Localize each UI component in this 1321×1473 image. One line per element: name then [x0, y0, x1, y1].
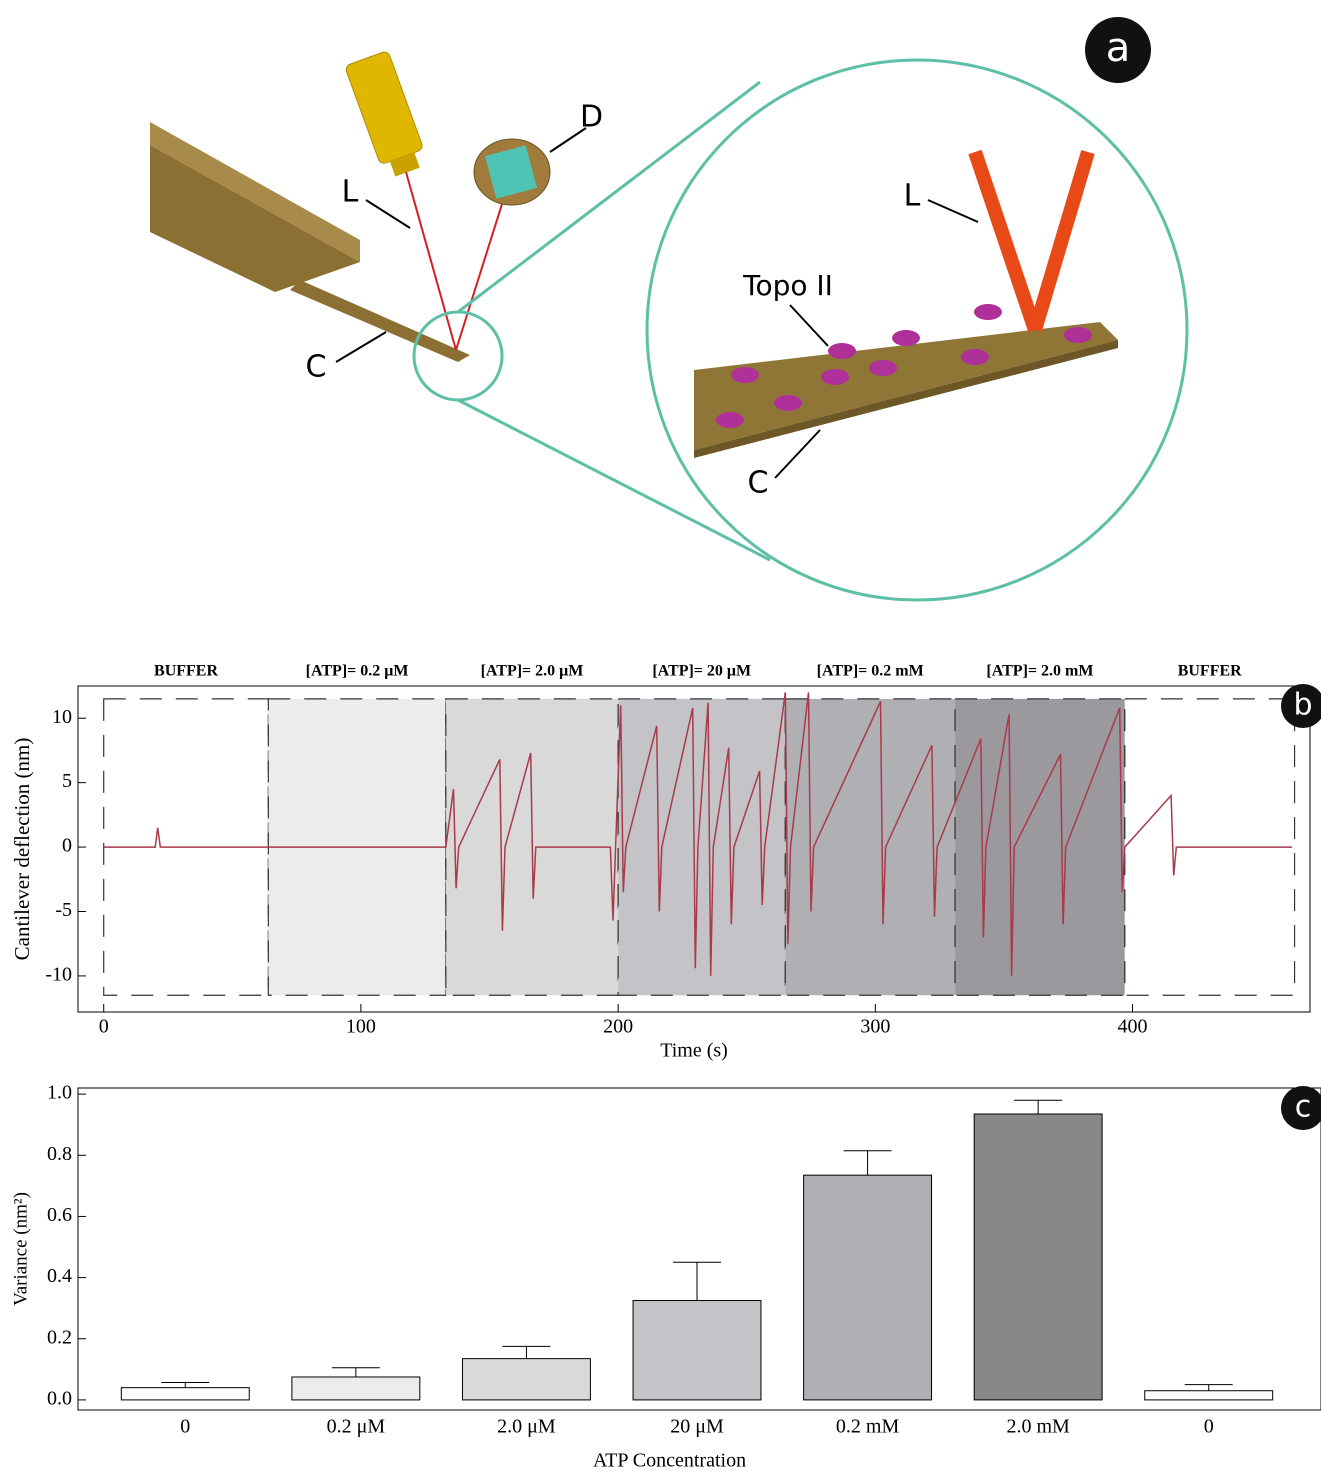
bar	[120, 1387, 250, 1401]
zoom-beam	[968, 149, 1042, 333]
panel-badge	[1281, 1086, 1321, 1130]
x-axis-title: ATP Concentration	[593, 1450, 746, 1472]
y-tick-label: 1.0	[47, 1082, 72, 1104]
region-label: [ATP]= 20 μM	[652, 663, 751, 680]
y-axis-title: Cantilever deflection (nm)	[10, 738, 34, 961]
bar	[1144, 1390, 1274, 1401]
zoom-cantilever	[694, 322, 1118, 450]
x-tick-label: 0.2 mM	[836, 1416, 900, 1438]
panel-label: b	[1293, 688, 1312, 723]
y-tick-label: 0.8	[47, 1143, 72, 1165]
zoom-line	[457, 80, 761, 314]
region-label: [ATP]= 0.2 μM	[306, 663, 409, 680]
region-label: [ATP]= 2.0 μM	[481, 663, 584, 680]
x-tick-label: 2.0 mM	[1006, 1416, 1070, 1438]
region-label: [ATP]= 0.2 mM	[817, 663, 924, 680]
arrow	[927, 199, 979, 223]
laser	[345, 51, 423, 177]
region-label: BUFFER	[154, 663, 218, 680]
y-tick-label: 0.2	[47, 1326, 72, 1348]
y-tick-label: 10	[52, 706, 72, 728]
zoom-beam	[1028, 150, 1095, 332]
y-tick-label: -5	[55, 899, 72, 921]
y-tick-label: 0.4	[47, 1265, 72, 1287]
zoom-line	[457, 398, 771, 562]
label: L	[342, 175, 359, 210]
panel-label: a	[1106, 25, 1131, 71]
plot-frame	[77, 685, 1311, 1013]
y-axis-title: Variance (nm²)	[10, 1192, 31, 1306]
x-axis-title: Time (s)	[660, 1040, 728, 1062]
panel-badge	[1281, 684, 1321, 728]
arrow	[549, 127, 587, 153]
x-tick-label: 0	[1204, 1416, 1214, 1438]
laser-beam	[455, 184, 509, 351]
holder-top	[150, 122, 360, 262]
zoom-circle	[645, 58, 1189, 602]
proteins	[716, 304, 1092, 428]
bar	[973, 1113, 1103, 1401]
trace	[103, 692, 1292, 976]
label: L	[904, 179, 921, 214]
cantilever	[290, 280, 470, 362]
label: C	[748, 466, 769, 501]
x-tick-label: 0.2 μM	[327, 1416, 386, 1438]
panel-badge	[1085, 17, 1151, 83]
x-tick-label: 0	[180, 1416, 190, 1438]
region	[954, 698, 1126, 996]
arrow	[789, 304, 829, 347]
panel-label: c	[1295, 1090, 1312, 1125]
region	[617, 698, 786, 996]
x-tick-label: 200	[603, 1016, 633, 1038]
x-tick-label: 300	[860, 1016, 890, 1038]
x-tick-label: 20 μM	[670, 1416, 724, 1438]
laser-beam	[405, 171, 457, 351]
holder-side	[150, 145, 360, 292]
label: D	[580, 100, 603, 135]
label: Topo II	[742, 269, 833, 302]
region-label: BUFFER	[1178, 663, 1242, 680]
detector-face	[485, 145, 537, 199]
arrow	[335, 331, 387, 363]
label: C	[306, 350, 327, 385]
y-tick-label: 0	[62, 835, 72, 857]
x-tick-label: 400	[1118, 1016, 1148, 1038]
region-label: [ATP]= 2.0 mM	[986, 663, 1093, 680]
arrow	[774, 429, 821, 479]
diagram: a L D C Topo II L C	[150, 17, 1189, 602]
y-tick-label: -10	[45, 964, 72, 986]
zoom-cantilever-edge	[694, 340, 1118, 458]
bar	[632, 1300, 762, 1401]
arrow	[365, 199, 411, 229]
x-tick-label: 100	[346, 1016, 376, 1038]
x-tick-label: 2.0 μM	[497, 1416, 556, 1438]
x-tick-label: 0	[99, 1016, 109, 1038]
bar	[803, 1174, 933, 1401]
bar	[291, 1376, 421, 1401]
plot-frame	[77, 1087, 1321, 1411]
y-tick-label: 0.0	[47, 1388, 72, 1410]
y-tick-label: 5	[62, 770, 72, 792]
bar	[461, 1358, 591, 1401]
y-tick-label: 0.6	[47, 1204, 72, 1226]
